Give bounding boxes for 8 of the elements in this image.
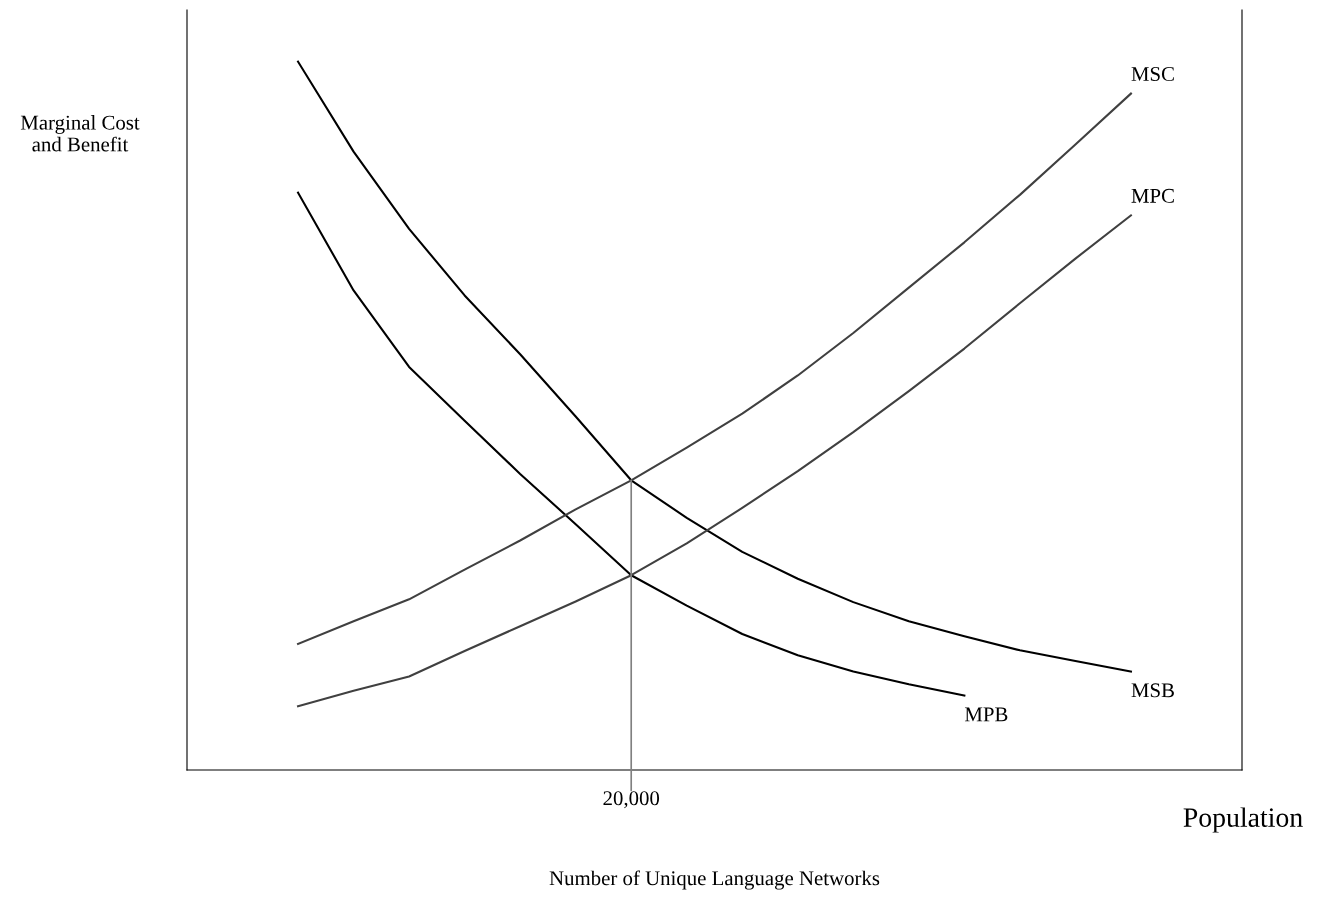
text: Marginal Cost and Benefit [20,115,140,152]
series-label: MSC [1131,67,1174,82]
text: 20,000 [603,791,660,809]
series-label: MPB [964,707,1008,722]
text: Population [1183,807,1303,833]
x-axis-title: Number of Unique Language Networks [549,870,880,890]
series-label: MSB [1131,683,1174,698]
series-label: MPC [1131,188,1174,203]
